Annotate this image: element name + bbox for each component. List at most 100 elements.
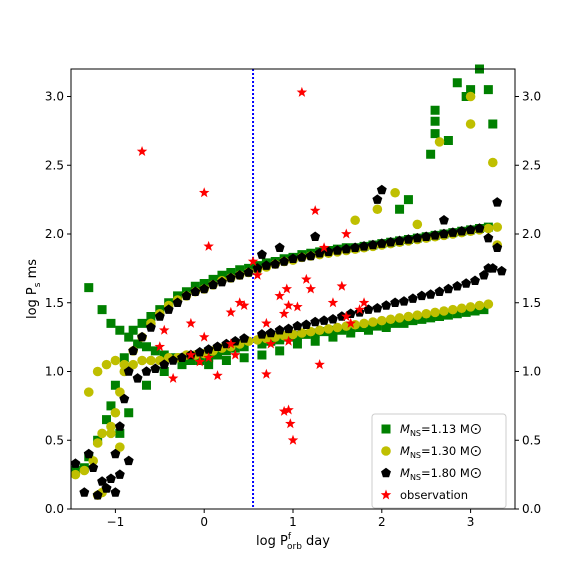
data-point-square xyxy=(128,325,138,335)
data-point-circle xyxy=(430,307,440,318)
data-point-circle xyxy=(106,421,116,432)
data-point-star xyxy=(341,311,352,321)
data-point-pentagon xyxy=(372,303,383,313)
data-point-pentagon xyxy=(97,476,108,486)
data-point-square xyxy=(346,328,356,338)
data-point-pentagon xyxy=(101,483,112,493)
data-point-pentagon xyxy=(137,331,147,342)
data-point-pentagon xyxy=(439,228,449,239)
legend-marker-pentagon xyxy=(381,467,391,478)
data-point-square xyxy=(221,346,231,356)
data-point-square xyxy=(97,305,107,315)
data-points-group xyxy=(70,64,507,501)
data-point-pentagon xyxy=(359,241,369,251)
data-point-square xyxy=(452,78,462,88)
data-point-square xyxy=(381,323,391,332)
data-point-pentagon xyxy=(110,487,121,497)
data-point-pentagon xyxy=(274,242,285,252)
data-point-circle xyxy=(101,359,112,370)
data-point-star xyxy=(292,301,303,312)
data-point-square xyxy=(399,318,409,328)
data-point-circle xyxy=(385,314,396,325)
data-point-star xyxy=(274,290,285,301)
data-point-pentagon xyxy=(483,232,494,243)
data-point-square xyxy=(177,360,187,370)
data-point-pentagon xyxy=(332,245,343,255)
data-point-pentagon xyxy=(239,333,250,343)
solar-mass-symbol-dot xyxy=(474,428,477,430)
x-tick-label: 3 xyxy=(467,515,475,529)
data-point-pentagon xyxy=(461,278,472,288)
data-point-square xyxy=(257,339,267,349)
legend-label-subscript: NS xyxy=(410,429,421,438)
data-point-square xyxy=(146,312,156,321)
data-point-square xyxy=(137,318,147,328)
data-point-star xyxy=(309,205,321,216)
solar-mass-symbol-icon xyxy=(470,468,481,478)
data-point-pentagon xyxy=(394,235,405,246)
data-point-square xyxy=(115,428,125,438)
data-point-square xyxy=(115,325,125,335)
data-point-circle xyxy=(106,428,116,439)
data-point-circle xyxy=(332,322,343,333)
data-point-square xyxy=(190,281,200,291)
x-axis-label-superscript: f xyxy=(288,532,292,542)
data-point-circle xyxy=(92,438,103,448)
data-point-pentagon xyxy=(390,297,401,307)
legend-box xyxy=(371,413,507,509)
data-point-star xyxy=(212,370,223,381)
data-point-square xyxy=(292,339,302,349)
data-point-square xyxy=(106,318,116,328)
data-point-circle xyxy=(439,306,449,316)
data-point-star xyxy=(305,283,316,294)
data-point-circle xyxy=(128,359,138,370)
y-tick-label-right: 0.5 xyxy=(522,433,541,447)
legend-label-main: observation xyxy=(400,488,468,502)
data-point-circle xyxy=(421,308,432,319)
data-point-square xyxy=(221,356,231,365)
data-point-square xyxy=(390,318,400,328)
data-point-pentagon xyxy=(208,279,219,290)
data-point-star xyxy=(238,300,250,310)
data-point-square xyxy=(110,380,120,390)
data-point-pentagon xyxy=(150,363,161,373)
data-point-square xyxy=(483,85,493,95)
data-point-pentagon xyxy=(350,242,361,252)
data-point-circle xyxy=(448,304,458,315)
data-point-pentagon xyxy=(123,455,134,466)
legend-marker-circle xyxy=(381,446,391,456)
data-point-star xyxy=(354,304,365,315)
data-point-square xyxy=(217,270,227,280)
data-point-star xyxy=(203,240,214,251)
legend-label-main: M xyxy=(400,466,410,480)
data-point-pentagon xyxy=(465,224,476,235)
data-point-square xyxy=(235,265,245,275)
data-point-square xyxy=(417,314,427,324)
y-tick-label-right: 1.5 xyxy=(522,296,541,310)
data-point-square xyxy=(372,321,382,331)
data-point-circle xyxy=(297,328,307,338)
data-point-star xyxy=(287,434,299,445)
data-point-star xyxy=(234,297,245,308)
data-point-pentagon xyxy=(328,314,338,324)
data-point-star xyxy=(185,349,197,360)
data-point-circle xyxy=(368,317,378,327)
data-point-square xyxy=(275,335,285,345)
data-point-pentagon xyxy=(341,243,352,254)
x-tick-label: 0 xyxy=(200,515,208,529)
y-tick-label-left: 3.0 xyxy=(45,90,64,104)
data-point-star xyxy=(341,228,352,239)
data-point-star xyxy=(283,300,294,310)
data-point-pentagon xyxy=(252,263,263,273)
data-point-circle xyxy=(110,355,121,366)
data-point-square xyxy=(213,350,223,360)
data-point-circle xyxy=(483,299,494,309)
data-point-pentagon xyxy=(474,223,485,233)
data-point-pentagon xyxy=(496,265,507,276)
legend-label: observation xyxy=(400,488,468,502)
data-point-circle xyxy=(88,456,98,466)
data-point-circle xyxy=(403,311,414,322)
data-point-circle xyxy=(350,215,360,226)
data-point-pentagon xyxy=(416,290,427,301)
